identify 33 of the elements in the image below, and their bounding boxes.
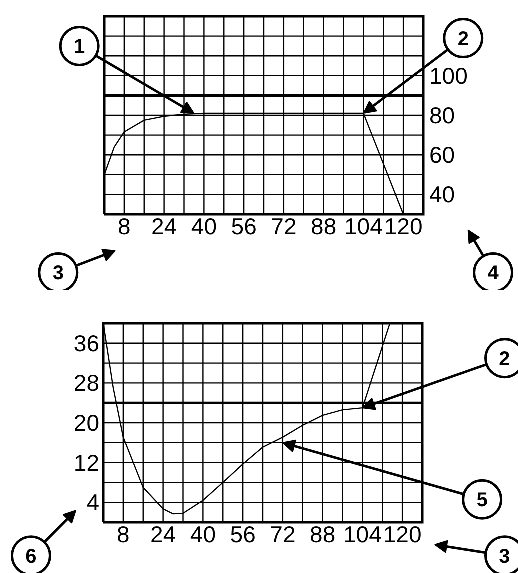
- x-tick-label: 88: [310, 522, 336, 548]
- y-tick-label: 60: [430, 142, 456, 168]
- text: 6: [26, 546, 37, 568]
- y-tick-label: 80: [430, 102, 456, 128]
- x-tick-label: 24: [150, 522, 176, 548]
- y-tick-label: 20: [74, 410, 100, 436]
- x-tick-label: 56: [230, 522, 256, 548]
- x-tick-label: 120: [384, 214, 423, 240]
- text: 3: [52, 262, 64, 285]
- x-tick-label: 8: [118, 214, 131, 240]
- x-tick-label: 40: [191, 214, 217, 240]
- annotation: 2: [458, 28, 469, 50]
- text: 3: [499, 546, 510, 568]
- x-tick-label: 72: [271, 214, 297, 240]
- y-tick-label: 28: [74, 370, 100, 396]
- y-tick-label: 36: [74, 330, 100, 356]
- y-tick-label: 4: [86, 490, 100, 516]
- y-tick-label: 12: [74, 450, 100, 476]
- x-tick-label: 40: [190, 522, 216, 548]
- annotation: 1: [74, 36, 86, 58]
- text: 4: [488, 262, 500, 285]
- x-tick-label: 72: [270, 522, 296, 548]
- x-tick-label: 8: [117, 522, 130, 548]
- x-tick-label: 104: [344, 522, 382, 548]
- y-tick-label: 40: [430, 182, 456, 208]
- x-tick-label: 120: [383, 522, 422, 548]
- x-tick-label: 56: [231, 214, 257, 240]
- x-tick-label: 104: [344, 214, 384, 240]
- annotation: 5: [476, 490, 488, 512]
- annotation: 2: [499, 348, 510, 370]
- x-tick-label: 88: [311, 214, 337, 240]
- x-tick-label: 24: [152, 214, 178, 240]
- y-tick-label: 100: [430, 62, 468, 89]
